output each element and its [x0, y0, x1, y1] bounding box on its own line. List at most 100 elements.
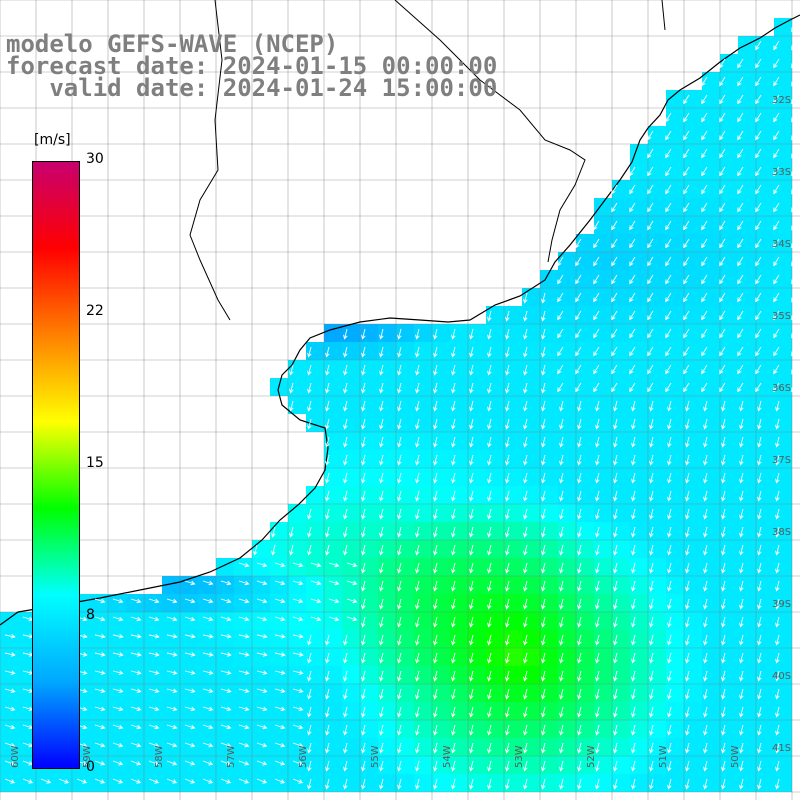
- wind-cell: [378, 504, 396, 522]
- wind-arrow: [292, 724, 304, 730]
- wind-arrow: [379, 364, 384, 376]
- wind-arrow: [593, 274, 600, 285]
- wind-arrow: [523, 544, 528, 556]
- wind-arrow: [683, 184, 690, 195]
- wind-arrow: [274, 688, 286, 693]
- wind-cell: [648, 504, 666, 522]
- wind-arrow: [415, 490, 420, 502]
- wind-cell: [630, 180, 648, 198]
- wind-arrow: [559, 472, 564, 484]
- wind-arrow: [325, 400, 330, 412]
- wind-cell: [0, 702, 18, 720]
- wind-cell: [774, 468, 792, 486]
- wind-arrow: [58, 778, 70, 784]
- wind-arrow: [487, 490, 492, 502]
- wind-arrow: [665, 382, 672, 393]
- wind-arrow: [649, 724, 654, 736]
- wind-arrow: [611, 184, 618, 195]
- wind-arrow: [595, 508, 600, 520]
- wind-arrow: [613, 670, 618, 682]
- wind-cell: [684, 522, 702, 540]
- wind-arrow: [737, 184, 744, 195]
- wind-cell: [198, 594, 216, 612]
- wind-cell: [702, 720, 720, 738]
- wind-arrow: [202, 634, 214, 639]
- wind-arrow: [649, 418, 654, 430]
- wind-cell: [612, 630, 630, 648]
- wind-arrow: [667, 778, 672, 790]
- wind-cell: [576, 324, 594, 342]
- wind-cell: [450, 666, 468, 684]
- wind-arrow: [469, 526, 474, 538]
- wind-cell: [288, 396, 306, 414]
- wind-arrow: [94, 652, 106, 657]
- wind-arrow: [397, 472, 402, 484]
- wind-arrow: [593, 364, 600, 375]
- wind-cell: [756, 666, 774, 684]
- wind-cell: [774, 108, 792, 126]
- wind-cell: [666, 594, 684, 612]
- wind-cell: [432, 540, 450, 558]
- wind-arrow: [667, 742, 672, 754]
- wind-cell: [342, 414, 360, 432]
- wind-arrow: [561, 796, 564, 800]
- wind-cell: [666, 162, 684, 180]
- colorbar-tick: 15: [86, 455, 104, 471]
- wind-arrow: [647, 346, 654, 357]
- wind-cell: [234, 756, 252, 774]
- wind-arrow: [793, 670, 798, 682]
- wind-cell: [234, 720, 252, 738]
- wind-cell: [576, 270, 594, 288]
- wind-arrow: [166, 724, 178, 730]
- wind-cell: [450, 702, 468, 720]
- wind-arrow: [184, 778, 196, 784]
- wind-cell: [558, 756, 576, 774]
- wind-arrow: [757, 670, 762, 682]
- wind-arrow: [773, 292, 780, 303]
- wind-arrow: [755, 202, 762, 213]
- wind-arrow: [685, 724, 690, 736]
- wind-arrow: [665, 148, 672, 159]
- wind-cell: [738, 54, 756, 72]
- wind-arrow: [737, 202, 744, 213]
- wind-arrow: [469, 742, 474, 754]
- wind-arrow: [397, 364, 402, 376]
- wind-cell: [432, 666, 450, 684]
- wind-arrow: [346, 616, 358, 622]
- wind-arrow: [505, 760, 510, 772]
- wind-arrow: [238, 670, 250, 675]
- wind-cell: [630, 684, 648, 702]
- wind-arrow: [631, 490, 636, 502]
- wind-arrow: [184, 706, 196, 712]
- wind-arrow: [737, 166, 744, 177]
- wind-cell: [630, 270, 648, 288]
- wind-cell: [558, 486, 576, 504]
- wind-cell: [522, 630, 540, 648]
- wind-arrow: [611, 382, 618, 393]
- wind-cell: [414, 486, 432, 504]
- wind-arrow: [629, 310, 636, 321]
- wind-cell: [612, 504, 630, 522]
- wind-arrow: [575, 256, 582, 267]
- wind-arrow: [433, 742, 438, 754]
- wind-cell: [720, 180, 738, 198]
- wind-cell: [558, 432, 576, 450]
- wind-arrow: [667, 706, 672, 718]
- wind-cell: [684, 468, 702, 486]
- wind-arrow: [541, 652, 546, 664]
- wind-cell: [414, 522, 432, 540]
- wind-cell: [90, 684, 108, 702]
- wind-arrow: [739, 544, 744, 556]
- wind-arrow: [721, 616, 726, 628]
- wind-cell: [684, 144, 702, 162]
- wind-arrow: [791, 58, 798, 69]
- wind-cell: [306, 504, 324, 522]
- wind-arrow: [647, 256, 654, 267]
- wind-cell: [504, 450, 522, 468]
- wind-cell: [414, 630, 432, 648]
- wind-arrow: [361, 490, 366, 502]
- wind-arrow: [685, 706, 690, 718]
- wind-cell: [324, 468, 342, 486]
- wind-arrow: [559, 616, 564, 628]
- wind-cell: [666, 180, 684, 198]
